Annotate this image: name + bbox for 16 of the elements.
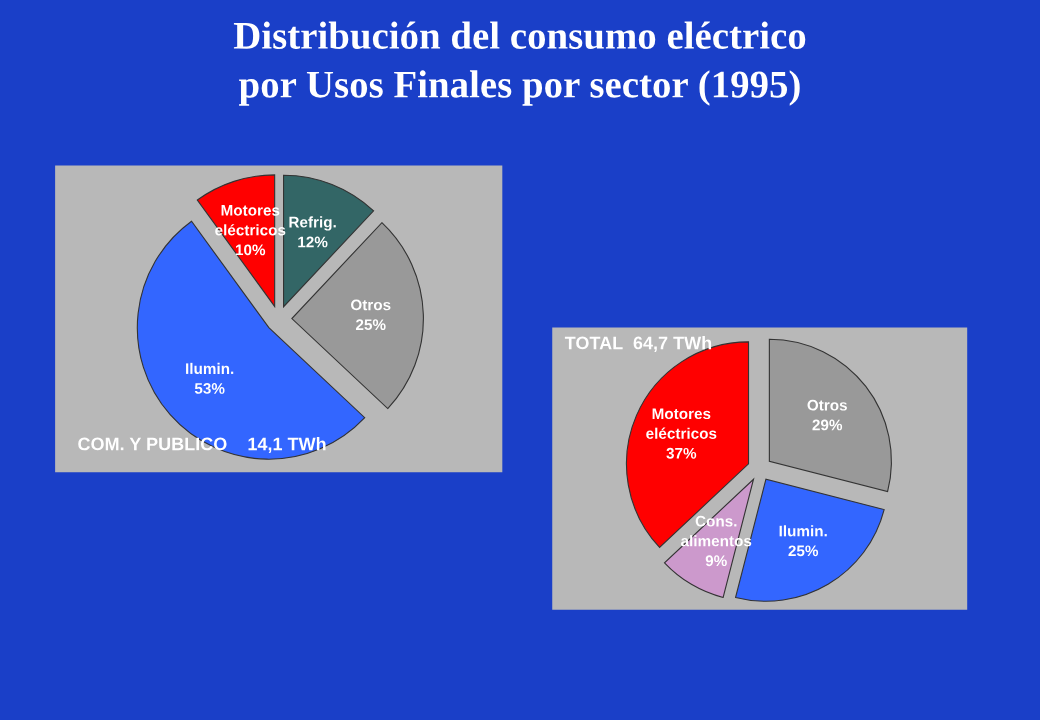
- data-label: 25%: [788, 545, 819, 557]
- data-label: 53%: [194, 383, 225, 394]
- text: Distribución del consumo eléctrico por Usos Finales por sector (1995): [233, 21, 806, 106]
- data-label: 37%: [666, 447, 697, 459]
- slice-label: Ilumin.: [779, 525, 827, 537]
- slice-label: Refrig.: [289, 216, 336, 231]
- slice-label: Otros: [807, 399, 847, 411]
- slice-label: Motores eléctricos: [646, 408, 717, 439]
- data-label: 12%: [298, 236, 328, 248]
- slice-label: Ilumin.: [186, 362, 234, 375]
- text: TOTAL 64,7 TWh: [564, 336, 712, 352]
- slice-label: Otros: [351, 299, 391, 311]
- data-label: 25%: [355, 319, 386, 331]
- data-label: 29%: [812, 419, 843, 431]
- data-label: 10%: [235, 244, 266, 256]
- data-label: 9%: [705, 555, 727, 567]
